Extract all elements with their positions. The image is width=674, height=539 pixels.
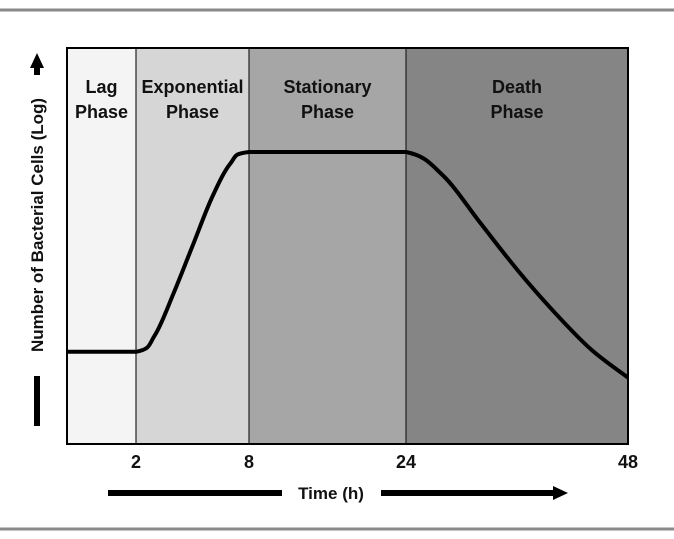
- phase-labels: Lag Phase Exponential Phase Stationary Phase D…: [75, 77, 544, 122]
- x-tick-label: 48: [618, 452, 638, 472]
- y-axis-label: Number of Bacterial Cells (Log): [28, 98, 47, 352]
- x-tick-label: 24: [396, 452, 416, 472]
- phase-region: [406, 48, 628, 444]
- phase-region: [67, 48, 136, 444]
- y-axis-arrow: [30, 53, 44, 426]
- phase-backgrounds: [67, 48, 628, 444]
- phase-label-line1: Stationary: [283, 77, 371, 97]
- x-axis-arrow: [108, 486, 568, 500]
- x-axis-label: Time (h): [298, 484, 364, 503]
- phase-label-line2: Phase: [166, 102, 219, 122]
- phase-label-line1: Exponential: [141, 77, 243, 97]
- phase-dividers: [135, 48, 407, 444]
- phase-label-line2: Phase: [301, 102, 354, 122]
- phase-region: [249, 48, 406, 444]
- x-tick-label: 2: [131, 452, 141, 472]
- phase-label-line1: Lag: [85, 77, 117, 97]
- phase-label-line2: Phase: [75, 102, 128, 122]
- plot-frame: [66, 47, 629, 445]
- phase-label-line1: Death: [492, 77, 542, 97]
- phase-label-line2: Phase: [490, 102, 543, 122]
- x-tick-label: 8: [244, 452, 254, 472]
- growth-curve-line: [67, 149, 630, 380]
- x-tick-labels: 2 8 24 48: [131, 452, 638, 472]
